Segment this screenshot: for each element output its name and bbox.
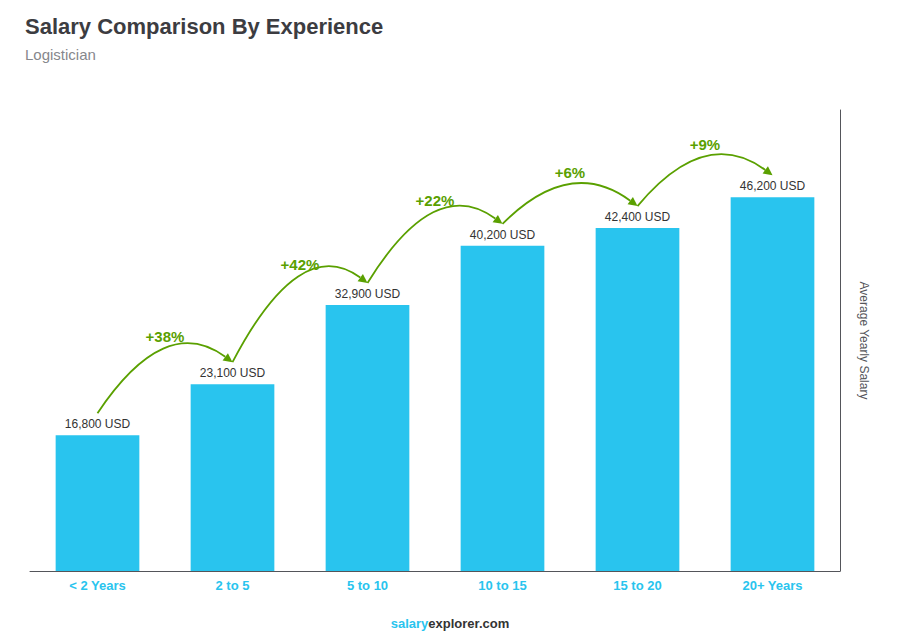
svg-text:explorer.com: explorer.com bbox=[428, 616, 509, 631]
svg-text:20+ Years: 20+ Years bbox=[742, 578, 802, 593]
svg-text:Salary Comparison By Experienc: Salary Comparison By Experience bbox=[25, 14, 383, 39]
svg-text:+9%: +9% bbox=[690, 136, 720, 153]
svg-text:10 to 15: 10 to 15 bbox=[478, 578, 526, 593]
svg-text:42,400 USD: 42,400 USD bbox=[605, 210, 671, 224]
svg-text:2 to 5: 2 to 5 bbox=[216, 578, 250, 593]
svg-text:Average Yearly Salary: Average Yearly Salary bbox=[857, 282, 871, 400]
svg-text:salary: salary bbox=[391, 616, 429, 631]
svg-text:15 to 20: 15 to 20 bbox=[613, 578, 661, 593]
svg-text:16,800 USD: 16,800 USD bbox=[65, 417, 131, 431]
svg-text:32,900 USD: 32,900 USD bbox=[335, 287, 401, 301]
svg-text:40,200 USD: 40,200 USD bbox=[470, 228, 536, 242]
svg-text:< 2 Years: < 2 Years bbox=[69, 578, 126, 593]
svg-text:+6%: +6% bbox=[555, 164, 585, 181]
svg-text:+22%: +22% bbox=[416, 192, 455, 209]
svg-text:+38%: +38% bbox=[146, 328, 185, 345]
svg-text:Logistician: Logistician bbox=[25, 46, 96, 63]
svg-text:46,200 USD: 46,200 USD bbox=[740, 179, 806, 193]
svg-text:5 to 10: 5 to 10 bbox=[347, 578, 388, 593]
svg-text:+42%: +42% bbox=[281, 256, 320, 273]
svg-text:23,100 USD: 23,100 USD bbox=[200, 366, 266, 380]
